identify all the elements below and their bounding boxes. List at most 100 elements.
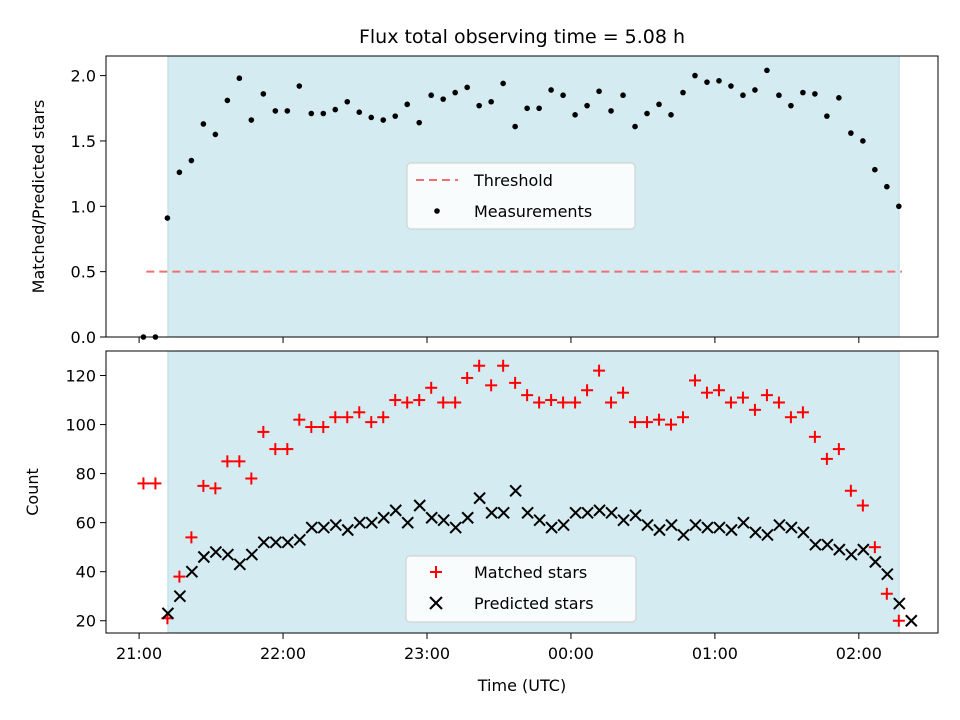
matched-point (197, 479, 210, 492)
top-y-axis-label: Matched/Predicted stars (29, 100, 48, 294)
measurement-point (848, 130, 854, 136)
predicted-point (173, 590, 187, 603)
predicted-point (485, 506, 498, 520)
predicted-point (761, 528, 774, 542)
matched-point (677, 411, 690, 424)
predicted-point (653, 523, 666, 537)
matched-point (353, 406, 366, 419)
predicted-point (221, 548, 235, 561)
predicted-point (545, 521, 558, 534)
predicted-point (413, 499, 426, 512)
predicted-point (905, 614, 918, 627)
measurement-point (812, 91, 818, 97)
predicted-point (833, 543, 846, 556)
predicted-point (365, 516, 378, 529)
predicted-point (293, 533, 306, 547)
measurement-point (860, 138, 866, 144)
predicted-point (809, 538, 822, 551)
measurement-point (692, 72, 698, 79)
predicted-point (533, 513, 546, 527)
predicted-point (797, 526, 810, 539)
predicted-point (377, 511, 390, 524)
x-tick-label: 01:00 (692, 644, 738, 663)
measurement-point (272, 108, 279, 114)
measurement-point (248, 117, 255, 123)
matched-point (760, 389, 773, 402)
matched-point (233, 455, 246, 468)
measurement-point (236, 75, 243, 82)
measurement-point (668, 112, 674, 118)
matched-point (796, 406, 809, 419)
predicted-point (257, 536, 271, 549)
measurement-point (536, 105, 542, 112)
predicted-point (209, 545, 223, 559)
matched-point (521, 389, 534, 402)
matched-point (868, 541, 881, 554)
matched-point (305, 421, 318, 434)
measurement-point (716, 78, 722, 84)
measurement-point (164, 215, 171, 221)
matched-point (748, 403, 761, 416)
y-tick-label: 1.0 (71, 197, 96, 216)
measurement-point (824, 113, 830, 119)
matched-point (413, 394, 426, 407)
y-tick-label: 1.5 (71, 132, 96, 151)
chart-title: Flux total observing time = 5.08 h (359, 26, 685, 48)
measurement-point (644, 110, 650, 117)
predicted-point (245, 548, 259, 561)
matched-point (832, 443, 845, 456)
predicted-point (521, 506, 534, 520)
predicted-point (593, 504, 606, 517)
matched-point (772, 396, 785, 409)
predicted-point (689, 518, 702, 532)
matched-point (461, 371, 474, 384)
predicted-point (749, 526, 762, 539)
predicted-point (677, 528, 690, 542)
measurement-point (836, 95, 842, 101)
top-y-axis: 0.0 0.5 1.0 1.5 2.0 (71, 67, 106, 347)
matched-point (365, 416, 378, 429)
measurement-point (500, 80, 506, 87)
predicted-point (461, 511, 474, 524)
matched-point (712, 384, 725, 397)
x-tick-label: 00:00 (548, 644, 594, 663)
measurement-point (308, 110, 315, 117)
predicted-point (437, 513, 450, 527)
predicted-point (605, 506, 618, 520)
matched-point (808, 430, 821, 443)
measurement-point (524, 105, 530, 112)
predicted-point (329, 518, 342, 532)
predicted-point (497, 506, 510, 520)
measurement-point (392, 113, 399, 119)
matched-point (245, 472, 258, 485)
matched-point (329, 411, 342, 424)
measurement-point (344, 98, 351, 105)
predicted-point (401, 516, 414, 529)
predicted-stars-series (161, 484, 918, 627)
matched-point (269, 443, 282, 456)
matched-point (317, 421, 330, 434)
predicted-point (353, 516, 366, 529)
measurement-point (296, 83, 303, 89)
matched-point (149, 477, 162, 490)
predicted-point (161, 607, 175, 620)
predicted-point (701, 521, 714, 534)
y-tick-label: 0.0 (71, 328, 96, 347)
matched-point (856, 499, 869, 512)
measurement-point (608, 108, 614, 114)
matched-point (257, 425, 270, 438)
legend-matched-swatch (430, 566, 442, 578)
measurement-point (584, 102, 590, 109)
measurement-point (884, 183, 890, 190)
measurement-point (320, 110, 327, 117)
predicted-point (629, 509, 642, 522)
y-tick-label: 20 (76, 612, 96, 631)
predicted-point (473, 491, 486, 505)
predicted-point (557, 518, 570, 532)
x-tick-label: 21:00 (116, 644, 162, 663)
measurement-point (620, 92, 626, 99)
bottom-legend: Matched stars Predicted stars (405, 555, 637, 623)
legend-predicted-swatch (429, 596, 443, 610)
predicted-point (857, 543, 870, 556)
predicted-point (425, 511, 438, 524)
